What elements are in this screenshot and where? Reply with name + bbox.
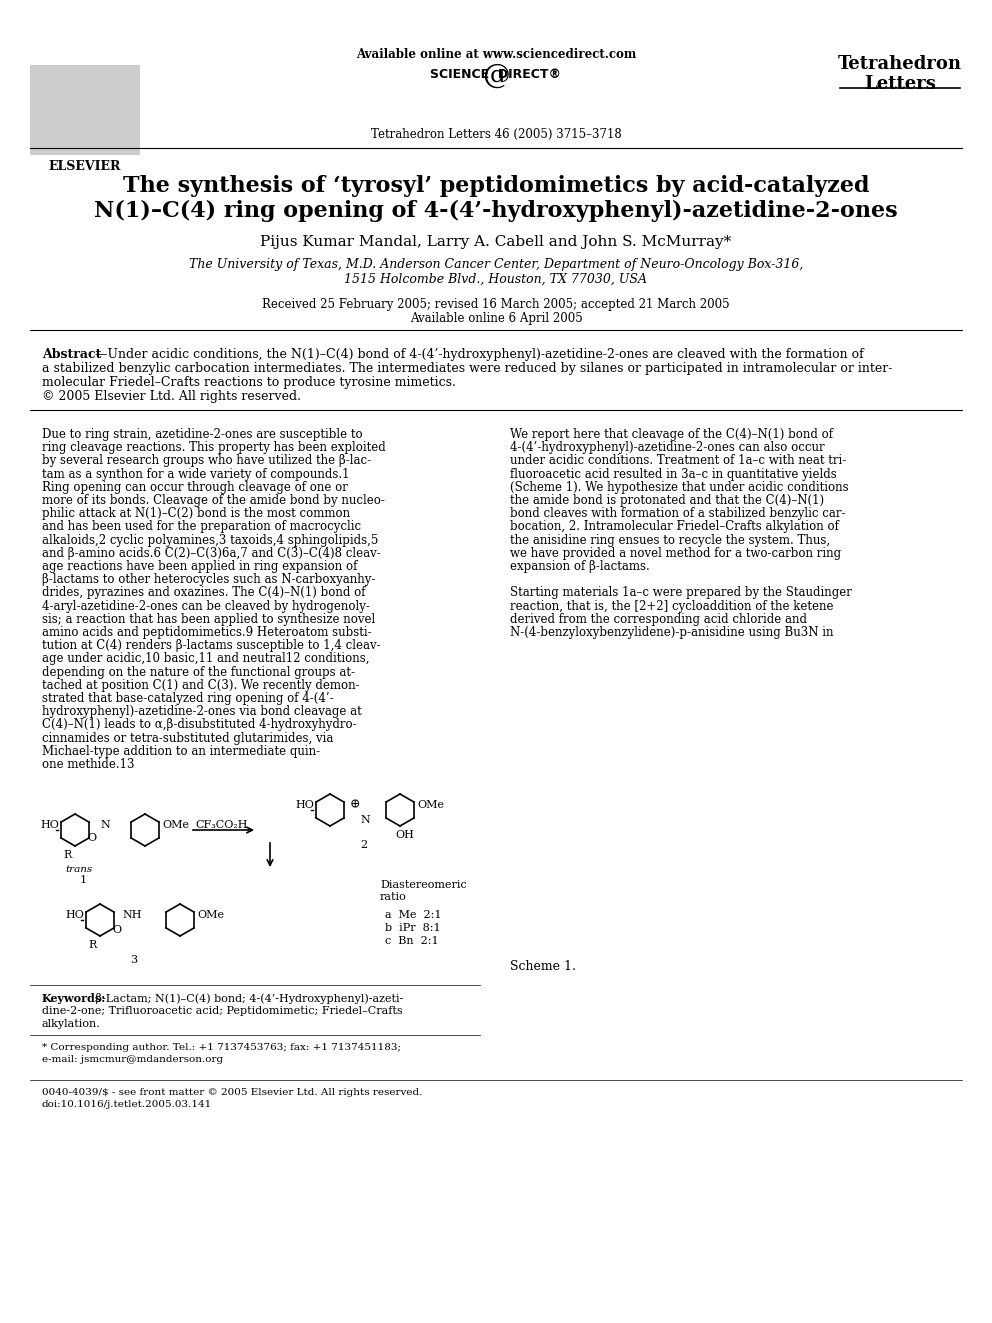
Text: molecular Friedel–Crafts reactions to produce tyrosine mimetics.: molecular Friedel–Crafts reactions to pr… xyxy=(42,376,456,389)
Text: hydroxyphenyl)-azetidine-2-ones via bond cleavage at: hydroxyphenyl)-azetidine-2-ones via bond… xyxy=(42,705,362,718)
Text: a  Me  2:1: a Me 2:1 xyxy=(385,910,441,919)
Text: tam as a synthon for a wide variety of compounds.1: tam as a synthon for a wide variety of c… xyxy=(42,467,349,480)
Text: 4-(4’-hydroxyphenyl)-azetidine-2-ones can also occur: 4-(4’-hydroxyphenyl)-azetidine-2-ones ca… xyxy=(510,441,824,454)
Text: Diastereomeric
ratio: Diastereomeric ratio xyxy=(380,880,467,901)
Text: N: N xyxy=(100,820,110,830)
Text: OMe: OMe xyxy=(197,910,224,919)
Text: sis; a reaction that has been applied to synthesize novel: sis; a reaction that has been applied to… xyxy=(42,613,375,626)
Text: c  Bn  2:1: c Bn 2:1 xyxy=(385,935,438,946)
Text: by several research groups who have utilized the β-lac-: by several research groups who have util… xyxy=(42,454,371,467)
Text: Letters: Letters xyxy=(864,75,935,93)
Text: age under acidic,10 basic,11 and neutral12 conditions,: age under acidic,10 basic,11 and neutral… xyxy=(42,652,369,665)
Text: under acidic conditions. Treatment of 1a–c with neat tri-: under acidic conditions. Treatment of 1a… xyxy=(510,454,846,467)
Text: derived from the corresponding acid chloride and: derived from the corresponding acid chlo… xyxy=(510,613,807,626)
Text: bond cleaves with formation of a stabilized benzylic car-: bond cleaves with formation of a stabili… xyxy=(510,507,845,520)
Text: NH: NH xyxy=(122,910,142,919)
Text: b  iPr  8:1: b iPr 8:1 xyxy=(385,923,440,933)
Text: and β-amino acids.6 C(2)–C(3)6a,7 and C(3)–C(4)8 cleav-: and β-amino acids.6 C(2)–C(3)6a,7 and C(… xyxy=(42,546,381,560)
Text: drides, pyrazines and oxazines. The C(4)–N(1) bond of: drides, pyrazines and oxazines. The C(4)… xyxy=(42,586,365,599)
Text: 4-aryl-azetidine-2-ones can be cleaved by hydrogenoly-: 4-aryl-azetidine-2-ones can be cleaved b… xyxy=(42,599,370,613)
Text: N(1)–C(4) ring opening of 4-(4’-hydroxyphenyl)-azetidine-2-ones: N(1)–C(4) ring opening of 4-(4’-hydroxyp… xyxy=(94,200,898,222)
Text: the amide bond is protonated and that the C(4)–N(1): the amide bond is protonated and that th… xyxy=(510,493,824,507)
Text: Tetrahedron Letters 46 (2005) 3715–3718: Tetrahedron Letters 46 (2005) 3715–3718 xyxy=(371,128,621,142)
Text: Due to ring strain, azetidine-2-ones are susceptible to: Due to ring strain, azetidine-2-ones are… xyxy=(42,429,363,441)
Text: Starting materials 1a–c were prepared by the Staudinger: Starting materials 1a–c were prepared by… xyxy=(510,586,852,599)
Text: bocation, 2. Intramolecular Friedel–Crafts alkylation of: bocation, 2. Intramolecular Friedel–Craf… xyxy=(510,520,839,533)
Text: depending on the nature of the functional groups at-: depending on the nature of the functiona… xyxy=(42,665,355,679)
Text: OH: OH xyxy=(395,830,414,840)
Text: Pijus Kumar Mandal, Larry A. Cabell and John S. McMurray*: Pijus Kumar Mandal, Larry A. Cabell and … xyxy=(260,235,732,249)
Text: ⊕: ⊕ xyxy=(350,799,360,811)
Text: 3: 3 xyxy=(130,955,137,964)
Text: Michael-type addition to an intermediate quin-: Michael-type addition to an intermediate… xyxy=(42,745,320,758)
Text: CF₃CO₂H: CF₃CO₂H xyxy=(195,820,247,830)
Text: (Scheme 1). We hypothesize that under acidic conditions: (Scheme 1). We hypothesize that under ac… xyxy=(510,480,848,493)
Text: Keywords:: Keywords: xyxy=(42,994,106,1004)
Text: @: @ xyxy=(482,62,510,89)
Text: tached at position C(1) and C(3). We recently demon-: tached at position C(1) and C(3). We rec… xyxy=(42,679,360,692)
Text: Abstract: Abstract xyxy=(42,348,101,361)
Text: e-mail: jsmcmur@mdanderson.org: e-mail: jsmcmur@mdanderson.org xyxy=(42,1054,223,1064)
Text: Received 25 February 2005; revised 16 March 2005; accepted 21 March 2005: Received 25 February 2005; revised 16 Ma… xyxy=(262,298,730,311)
Text: cinnamides or tetra-substituted glutarimides, via: cinnamides or tetra-substituted glutarim… xyxy=(42,732,333,745)
Text: philic attack at N(1)–C(2) bond is the most common: philic attack at N(1)–C(2) bond is the m… xyxy=(42,507,350,520)
Text: dine-2-one; Trifluoroacetic acid; Peptidomimetic; Friedel–Crafts: dine-2-one; Trifluoroacetic acid; Peptid… xyxy=(42,1005,403,1016)
Text: N-(4-benzyloxybenzylidene)-p-anisidine using Bu3N in: N-(4-benzyloxybenzylidene)-p-anisidine u… xyxy=(510,626,833,639)
Text: N: N xyxy=(360,815,370,826)
Text: amino acids and peptidomimetics.9 Heteroatom substi-: amino acids and peptidomimetics.9 Hetero… xyxy=(42,626,372,639)
Text: trans: trans xyxy=(65,865,92,875)
Text: C(4)–N(1) leads to α,β-disubstituted 4-hydroxyhydro-: C(4)–N(1) leads to α,β-disubstituted 4-h… xyxy=(42,718,357,732)
Text: a stabilized benzylic carbocation intermediates. The intermediates were reduced : a stabilized benzylic carbocation interm… xyxy=(42,363,893,374)
Text: β-Lactam; N(1)–C(4) bond; 4-(4’-Hydroxyphenyl)-azeti-: β-Lactam; N(1)–C(4) bond; 4-(4’-Hydroxyp… xyxy=(92,994,404,1004)
Text: SCIENCE  DIRECT®: SCIENCE DIRECT® xyxy=(431,67,561,81)
Text: R: R xyxy=(63,849,71,860)
Text: strated that base-catalyzed ring opening of 4-(4’-: strated that base-catalyzed ring opening… xyxy=(42,692,333,705)
Text: © 2005 Elsevier Ltd. All rights reserved.: © 2005 Elsevier Ltd. All rights reserved… xyxy=(42,390,301,404)
Text: ring cleavage reactions. This property has been exploited: ring cleavage reactions. This property h… xyxy=(42,441,386,454)
Text: OMe: OMe xyxy=(417,800,444,810)
Text: tution at C(4) renders β-lactams susceptible to 1,4 cleav-: tution at C(4) renders β-lactams suscept… xyxy=(42,639,381,652)
Text: alkaloids,2 cyclic polyamines,3 taxoids,4 sphingolipids,5: alkaloids,2 cyclic polyamines,3 taxoids,… xyxy=(42,533,378,546)
Text: * Corresponding author. Tel.: +1 7137453763; fax: +1 7137451183;: * Corresponding author. Tel.: +1 7137453… xyxy=(42,1043,401,1052)
Text: Scheme 1.: Scheme 1. xyxy=(510,960,576,972)
Text: expansion of β-lactams.: expansion of β-lactams. xyxy=(510,560,650,573)
Text: ELSEVIER: ELSEVIER xyxy=(49,160,121,173)
Text: more of its bonds. Cleavage of the amide bond by nucleo-: more of its bonds. Cleavage of the amide… xyxy=(42,493,385,507)
Text: age reactions have been applied in ring expansion of: age reactions have been applied in ring … xyxy=(42,560,357,573)
Text: Available online at www.sciencedirect.com: Available online at www.sciencedirect.co… xyxy=(356,48,636,61)
Text: doi:10.1016/j.tetlet.2005.03.141: doi:10.1016/j.tetlet.2005.03.141 xyxy=(42,1099,212,1109)
Text: 1515 Holcombe Blvd., Houston, TX 77030, USA: 1515 Holcombe Blvd., Houston, TX 77030, … xyxy=(344,273,648,286)
Text: HO: HO xyxy=(40,820,59,830)
Text: we have provided a novel method for a two-carbon ring: we have provided a novel method for a tw… xyxy=(510,546,841,560)
Text: OMe: OMe xyxy=(162,820,189,830)
Text: Ring opening can occur through cleavage of one or: Ring opening can occur through cleavage … xyxy=(42,480,348,493)
Text: R: R xyxy=(88,941,96,950)
Text: We report here that cleavage of the C(4)–N(1) bond of: We report here that cleavage of the C(4)… xyxy=(510,429,833,441)
Text: O: O xyxy=(112,925,121,935)
Text: 2: 2 xyxy=(360,840,367,849)
Text: The University of Texas, M.D. Anderson Cancer Center, Department of Neuro-Oncolo: The University of Texas, M.D. Anderson C… xyxy=(188,258,804,271)
Text: HO: HO xyxy=(65,910,84,919)
Text: O: O xyxy=(87,833,96,843)
FancyBboxPatch shape xyxy=(30,65,140,155)
Text: β-lactams to other heterocycles such as N-carboxyanhy-: β-lactams to other heterocycles such as … xyxy=(42,573,375,586)
Text: one methide.13: one methide.13 xyxy=(42,758,135,771)
Text: alkylation.: alkylation. xyxy=(42,1019,101,1029)
Text: the anisidine ring ensues to recycle the system. Thus,: the anisidine ring ensues to recycle the… xyxy=(510,533,830,546)
Text: and has been used for the preparation of macrocyclic: and has been used for the preparation of… xyxy=(42,520,361,533)
Text: —Under acidic conditions, the N(1)–C(4) bond of 4-(4’-hydroxyphenyl)-azetidine-2: —Under acidic conditions, the N(1)–C(4) … xyxy=(95,348,864,361)
Text: Available online 6 April 2005: Available online 6 April 2005 xyxy=(410,312,582,325)
Text: The synthesis of ‘tyrosyl’ peptidomimetics by acid-catalyzed: The synthesis of ‘tyrosyl’ peptidomimeti… xyxy=(123,175,869,197)
Text: 1: 1 xyxy=(80,875,87,885)
Text: 0040-4039/$ - see front matter © 2005 Elsevier Ltd. All rights reserved.: 0040-4039/$ - see front matter © 2005 El… xyxy=(42,1088,423,1097)
Text: reaction, that is, the [2+2] cycloaddition of the ketene: reaction, that is, the [2+2] cycloadditi… xyxy=(510,599,833,613)
Text: Tetrahedron: Tetrahedron xyxy=(838,56,962,73)
Text: fluoroacetic acid resulted in 3a–c in quantitative yields: fluoroacetic acid resulted in 3a–c in qu… xyxy=(510,467,836,480)
Text: HO: HO xyxy=(295,800,313,810)
